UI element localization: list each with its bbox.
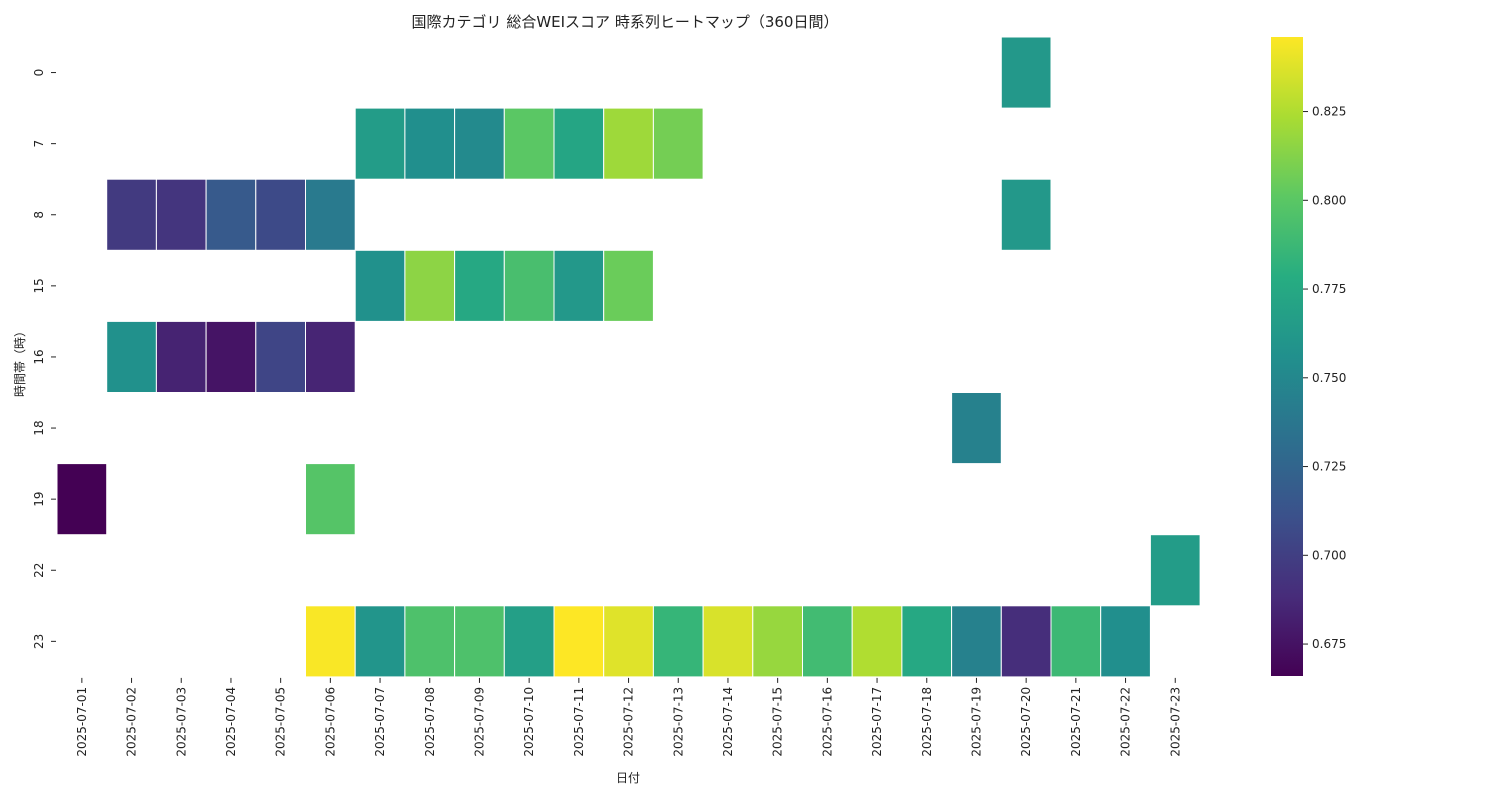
x-tick-label: 2025-07-14 — [721, 687, 735, 757]
x-tick-label: 2025-07-08 — [423, 687, 437, 757]
heatmap-cell — [1000, 36, 1052, 109]
heatmap-cell — [354, 249, 406, 322]
heatmap-cell — [305, 605, 356, 678]
heatmap-cell — [1000, 605, 1052, 678]
heatmap-cell — [1100, 605, 1151, 678]
heatmap-cell — [553, 107, 605, 180]
x-tick-label: 2025-07-11 — [572, 687, 586, 757]
y-axis-label: 時間帯（時） — [13, 325, 27, 397]
heatmap-cell — [603, 605, 654, 678]
x-tick-label: 2025-07-05 — [274, 687, 288, 757]
heatmap-cell — [255, 178, 307, 251]
heatmap-cell — [305, 463, 356, 536]
x-tick-label: 2025-07-07 — [373, 687, 387, 757]
x-tick-label: 2025-07-13 — [671, 687, 685, 757]
x-tick-label: 2025-07-12 — [622, 687, 636, 757]
x-tick-label: 2025-07-15 — [771, 687, 785, 757]
heatmap-cell — [503, 107, 555, 180]
y-tick-label: 7 — [32, 140, 46, 148]
heatmap-cell — [752, 605, 803, 678]
colorbar-tick-label: 0.800 — [1312, 193, 1346, 207]
heatmap-cell — [305, 320, 356, 393]
heatmap-cell — [702, 605, 754, 678]
heatmap-cell — [404, 249, 456, 322]
y-tick-label: 22 — [32, 563, 46, 578]
heatmap-cell — [951, 605, 1002, 678]
x-axis-label: 日付 — [616, 771, 640, 785]
y-tick-label: 8 — [32, 211, 46, 219]
heatmap-cell — [404, 605, 456, 678]
x-tick-label: 2025-07-16 — [820, 687, 834, 757]
colorbar-tick-label: 0.725 — [1312, 460, 1346, 474]
heatmap-cell — [354, 605, 406, 678]
y-tick-label: 19 — [32, 492, 46, 507]
heatmap-cell — [603, 107, 654, 180]
x-tick-label: 2025-07-02 — [125, 687, 139, 757]
heatmap-cell — [603, 249, 654, 322]
heatmap-cells — [56, 36, 1201, 678]
heatmap-cell — [503, 249, 555, 322]
colorbar-ticks: 0.675 0.700 0.725 0.750 0.775 0.800 0.825 — [1303, 105, 1346, 651]
heatmap-cell — [503, 605, 555, 678]
heatmap-cell — [155, 178, 207, 251]
x-tick-label: 2025-07-18 — [920, 687, 934, 757]
x-tick-label: 2025-07-09 — [472, 687, 486, 757]
heatmap-cell — [106, 320, 157, 393]
chart-title: 国際カテゴリ 総合WEIスコア 時系列ヒートマップ（360日間） — [412, 13, 839, 31]
x-tick-label: 2025-07-21 — [1069, 687, 1083, 757]
heatmap-cell — [454, 107, 505, 180]
x-tick-label: 2025-07-03 — [174, 687, 188, 757]
heatmap-cell — [155, 320, 207, 393]
colorbar-tick-label: 0.775 — [1312, 282, 1346, 296]
y-tick-label: 16 — [32, 349, 46, 364]
heatmap-cell — [205, 178, 257, 251]
colorbar-tick-label: 0.700 — [1312, 548, 1346, 562]
heatmap-cell — [553, 249, 605, 322]
heatmap-cell — [851, 605, 903, 678]
x-tick-label: 2025-07-04 — [224, 687, 238, 757]
x-tick-label: 2025-07-06 — [323, 687, 337, 757]
x-tick-label: 2025-07-10 — [522, 687, 536, 757]
y-tick-label: 15 — [32, 278, 46, 293]
y-tick-label: 0 — [32, 69, 46, 77]
heatmap-cell — [404, 107, 456, 180]
heatmap-cell — [106, 178, 157, 251]
heatmap-cell — [553, 605, 605, 678]
colorbar-tick-label: 0.675 — [1312, 637, 1346, 651]
x-tick-label: 2025-07-19 — [969, 687, 983, 757]
x-tick-label: 2025-07-23 — [1168, 687, 1182, 757]
y-tick-label: 23 — [32, 634, 46, 649]
heatmap-cell — [454, 249, 505, 322]
y-tick-label: 18 — [32, 420, 46, 435]
y-axis-ticks: 0 7 8 15 16 18 19 22 23 — [32, 69, 56, 649]
heatmap-cell — [454, 605, 505, 678]
colorbar — [1271, 37, 1303, 676]
x-axis-ticks: 2025-07-01 2025-07-02 2025-07-03 2025-07-04… — [75, 677, 1182, 757]
heatmap-cell — [305, 178, 356, 251]
heatmap-cell — [901, 605, 953, 678]
heatmap-cell — [255, 320, 307, 393]
heatmap-cell — [652, 605, 704, 678]
heatmap-cell — [56, 463, 108, 536]
x-tick-label: 2025-07-17 — [870, 687, 884, 757]
heatmap-cell — [1050, 605, 1102, 678]
colorbar-tick-label: 0.825 — [1312, 105, 1346, 119]
heatmap-cell — [354, 107, 406, 180]
heatmap-cell — [1149, 534, 1201, 607]
heatmap-cell — [205, 320, 257, 393]
x-tick-label: 2025-07-22 — [1119, 687, 1133, 757]
heatmap-cell — [802, 605, 853, 678]
heatmap-cell — [652, 107, 704, 180]
colorbar-tick-label: 0.750 — [1312, 371, 1346, 385]
x-tick-label: 2025-07-20 — [1019, 687, 1033, 757]
x-tick-label: 2025-07-01 — [75, 687, 89, 757]
heatmap-cell — [1000, 178, 1052, 251]
heatmap-cell — [951, 392, 1002, 465]
